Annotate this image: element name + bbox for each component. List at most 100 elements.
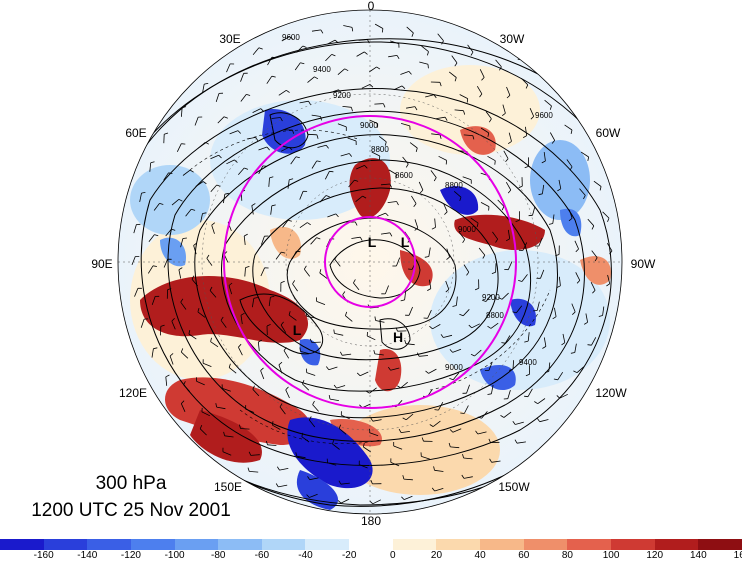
wind-barb	[215, 93, 220, 103]
wind-barb	[432, 324, 441, 330]
colorbar-tick-label: 40	[474, 550, 486, 561]
colorbar-swatch	[87, 539, 131, 550]
wind-barb	[414, 219, 419, 229]
wind-barb	[404, 290, 407, 300]
wind-barb-flag	[508, 368, 514, 371]
wind-barb	[202, 84, 205, 93]
wind-barb	[434, 488, 444, 492]
wind-barb	[558, 179, 562, 189]
wind-barb-flag	[171, 228, 176, 231]
wind-barb	[341, 414, 350, 420]
wind-barb	[458, 232, 466, 240]
wind-barb-flag	[309, 338, 313, 343]
wind-barb	[564, 124, 573, 131]
wind-barb	[307, 133, 317, 136]
wind-barb-flag	[300, 62, 305, 65]
wind-barb-flag	[223, 431, 225, 436]
wind-barb	[266, 75, 273, 84]
wind-barb-flag	[553, 378, 558, 381]
wind-barb	[438, 155, 447, 161]
wind-barb	[419, 355, 429, 357]
anomaly-patch-neg	[560, 208, 582, 237]
wind-barb	[411, 195, 417, 204]
shading-layer: 9600 9400 9200 9000 8800 8600 8800 9000 9200 9400…	[118, 10, 622, 514]
wind-barb-flag	[276, 466, 280, 471]
wind-barb-flag	[569, 166, 573, 171]
wind-barb-flag	[246, 94, 251, 96]
wind-barb-flag	[182, 237, 187, 239]
wind-barb-flag	[449, 429, 454, 433]
colorbar-tick-label: -80	[211, 550, 226, 561]
wind-barb	[434, 218, 436, 228]
wind-barb-flag	[556, 285, 561, 288]
wind-barb-flag	[335, 213, 339, 218]
wind-barb	[319, 272, 328, 279]
anomaly-patch-pos	[270, 226, 301, 259]
longitude-label: 60W	[595, 126, 621, 140]
wind-barb-flag	[583, 321, 588, 325]
wind-barb	[363, 446, 372, 453]
anomaly-patch-light-neg	[130, 165, 210, 235]
wind-barb-flag	[348, 153, 353, 157]
wind-barb-flag	[474, 287, 479, 291]
wind-barb	[402, 156, 409, 165]
wind-barb	[282, 219, 289, 228]
wind-barb-flag	[252, 385, 255, 390]
wind-barb-flag	[552, 316, 557, 320]
wind-barb	[374, 353, 384, 356]
wind-barb	[353, 282, 360, 291]
wind-barb-flag	[524, 340, 529, 343]
wind-barb	[268, 177, 270, 187]
wind-barb-flag	[295, 156, 300, 159]
wind-barb	[244, 267, 246, 277]
longitude-label: 60E	[125, 126, 147, 140]
wind-barb	[325, 54, 332, 62]
wind-barb-flag	[538, 193, 543, 196]
wind-barb-flag	[167, 288, 172, 291]
wind-barb-flag	[501, 206, 505, 211]
wind-barb-flag	[499, 66, 502, 71]
wind-barb	[462, 309, 470, 317]
wind-barb-flag	[215, 403, 217, 408]
wind-barb-flag	[292, 280, 296, 285]
wind-barb	[380, 232, 390, 235]
wind-barb	[602, 306, 605, 316]
wind-barb	[527, 332, 530, 342]
wind-barb	[299, 100, 309, 104]
wind-barb	[393, 445, 403, 450]
wind-barb-flag	[154, 234, 159, 237]
wind-barb-flag	[359, 237, 363, 241]
wind-barb-flag	[475, 430, 479, 435]
wind-barb-flag	[556, 395, 560, 399]
wind-barb	[400, 431, 410, 433]
wind-barb	[427, 309, 432, 319]
wind-barb-flag	[468, 324, 472, 329]
anomaly-patch-strong-pos	[454, 214, 545, 250]
low-center: L	[368, 234, 377, 250]
wind-barb-flag	[444, 211, 448, 215]
wind-barb-flag	[295, 452, 298, 457]
wind-barb	[537, 398, 546, 405]
wind-barb-flag	[501, 112, 506, 117]
wind-barb	[380, 183, 390, 186]
wind-barb	[559, 276, 561, 286]
wind-barb-flag	[425, 370, 429, 374]
wind-barb-flag	[228, 282, 233, 286]
wind-barb-flag	[466, 271, 470, 276]
wind-barb-flag	[541, 160, 546, 164]
wind-barb	[329, 89, 339, 93]
wind-barb-flag	[487, 132, 490, 137]
wind-barb-flag	[334, 39, 339, 44]
contour-label: 9400	[517, 53, 535, 62]
wind-barb-flag	[204, 83, 209, 85]
wind-barb-flag	[152, 265, 157, 267]
wind-barb-flag	[587, 156, 590, 161]
wind-barb	[238, 347, 243, 356]
wind-barb	[237, 167, 245, 176]
wind-barb	[529, 108, 535, 117]
wind-barb	[338, 428, 347, 435]
wind-barb-flag	[218, 154, 222, 159]
longitude-label: 90W	[630, 257, 656, 271]
wind-barb	[252, 298, 255, 308]
wind-barb	[210, 154, 219, 160]
